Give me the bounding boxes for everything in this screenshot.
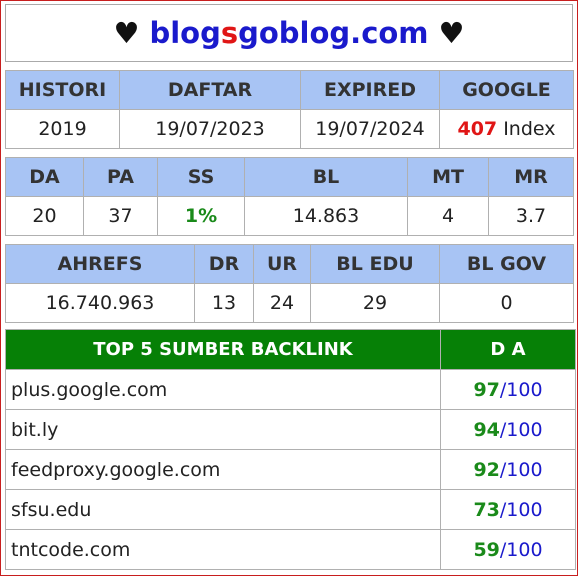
ss-score: 1% (184, 205, 218, 227)
header-mr: MR (488, 157, 574, 197)
da-score: 97 (473, 378, 500, 401)
header-expired: EXPIRED (300, 70, 440, 110)
domain-part-b: s (220, 16, 239, 50)
value-ur: 24 (253, 283, 311, 323)
value-mt: 4 (407, 196, 489, 236)
backlink-row: bit.ly 94/100 (5, 409, 576, 450)
header-dr: DR (194, 244, 254, 284)
da-score: 92 (473, 458, 500, 481)
header-bl-gov: BL GOV (439, 244, 574, 284)
da-max: 100 (506, 538, 543, 561)
da-separator: / (499, 458, 507, 481)
ahrefs-table: AHREFS DR UR BL EDU BL GOV 16.740.963 13… (5, 244, 574, 323)
header-histori: HISTORI (5, 70, 120, 110)
da-max: 100 (506, 418, 543, 441)
header-daftar: DAFTAR (119, 70, 301, 110)
backlink-da: 92/100 (440, 449, 576, 490)
header-backlink-da: D A (440, 329, 576, 370)
header-ahrefs: AHREFS (5, 244, 195, 284)
value-mr: 3.7 (488, 196, 574, 236)
value-daftar: 19/07/2023 (119, 109, 301, 149)
backlink-site: feedproxy.google.com (5, 449, 441, 490)
header-ss: SS (157, 157, 245, 197)
ahrefs-value-row: 16.740.963 13 24 29 0 (5, 283, 574, 323)
da-score: 94 (473, 418, 500, 441)
value-ahrefs: 16.740.963 (5, 283, 195, 323)
backlink-table: TOP 5 SUMBER BACKLINK D A plus.google.co… (5, 329, 576, 570)
header-mt: MT (407, 157, 489, 197)
backlink-site: bit.ly (5, 409, 441, 450)
history-header-row: HISTORI DAFTAR EXPIRED GOOGLE (5, 70, 574, 110)
google-index-count: 407 (457, 118, 498, 140)
site-title: ♥ blogsgoblog.com ♥ (5, 4, 573, 62)
metrics-header-row: DA PA SS BL MT MR (5, 157, 574, 197)
value-bl: 14.863 (244, 196, 408, 236)
header-ur: UR (253, 244, 311, 284)
backlink-da: 73/100 (440, 489, 576, 530)
backlink-site: sfsu.edu (5, 489, 441, 530)
backlink-da: 97/100 (440, 369, 576, 410)
header-google: GOOGLE (439, 70, 574, 110)
domain-part-a: blog (149, 16, 221, 50)
backlink-row: feedproxy.google.com 92/100 (5, 449, 576, 490)
backlink-row: plus.google.com 97/100 (5, 369, 576, 410)
da-max: 100 (506, 458, 543, 481)
value-histori: 2019 (5, 109, 120, 149)
history-value-row: 2019 19/07/2023 19/07/2024 407 Index (5, 109, 574, 149)
heart-icon: ♥ (438, 16, 465, 50)
value-da: 20 (5, 196, 84, 236)
header-bl: BL (244, 157, 408, 197)
metrics-table: DA PA SS BL MT MR 20 37 1% 14.863 4 3.7 (5, 157, 574, 236)
domain-name: blogsgoblog.com (149, 16, 428, 50)
da-max: 100 (506, 498, 543, 521)
value-ss: 1% (157, 196, 245, 236)
value-pa: 37 (83, 196, 158, 236)
backlink-site: plus.google.com (5, 369, 441, 410)
backlink-row: tntcode.com 59/100 (5, 529, 576, 570)
domain-part-c: goblog.com (238, 16, 429, 50)
da-score: 73 (473, 498, 500, 521)
backlink-da: 94/100 (440, 409, 576, 450)
backlink-da: 59/100 (440, 529, 576, 570)
heart-icon: ♥ (113, 16, 140, 50)
da-score: 59 (473, 538, 500, 561)
da-separator: / (499, 418, 507, 441)
ahrefs-header-row: AHREFS DR UR BL EDU BL GOV (5, 244, 574, 284)
da-separator: / (499, 498, 507, 521)
header-backlink-source: TOP 5 SUMBER BACKLINK (5, 329, 441, 370)
header-pa: PA (83, 157, 158, 197)
value-dr: 13 (194, 283, 254, 323)
value-expired: 19/07/2024 (300, 109, 440, 149)
da-separator: / (499, 378, 507, 401)
history-table: HISTORI DAFTAR EXPIRED GOOGLE 2019 19/07… (5, 70, 574, 149)
value-google: 407 Index (439, 109, 574, 149)
header-bl-edu: BL EDU (310, 244, 440, 284)
backlink-header-row: TOP 5 SUMBER BACKLINK D A (5, 329, 576, 370)
value-bl-gov: 0 (439, 283, 574, 323)
backlink-site: tntcode.com (5, 529, 441, 570)
value-bl-edu: 29 (310, 283, 440, 323)
da-max: 100 (506, 378, 543, 401)
da-separator: / (499, 538, 507, 561)
metrics-value-row: 20 37 1% 14.863 4 3.7 (5, 196, 574, 236)
google-index-label: Index (503, 118, 556, 140)
backlink-row: sfsu.edu 73/100 (5, 489, 576, 530)
header-da: DA (5, 157, 84, 197)
